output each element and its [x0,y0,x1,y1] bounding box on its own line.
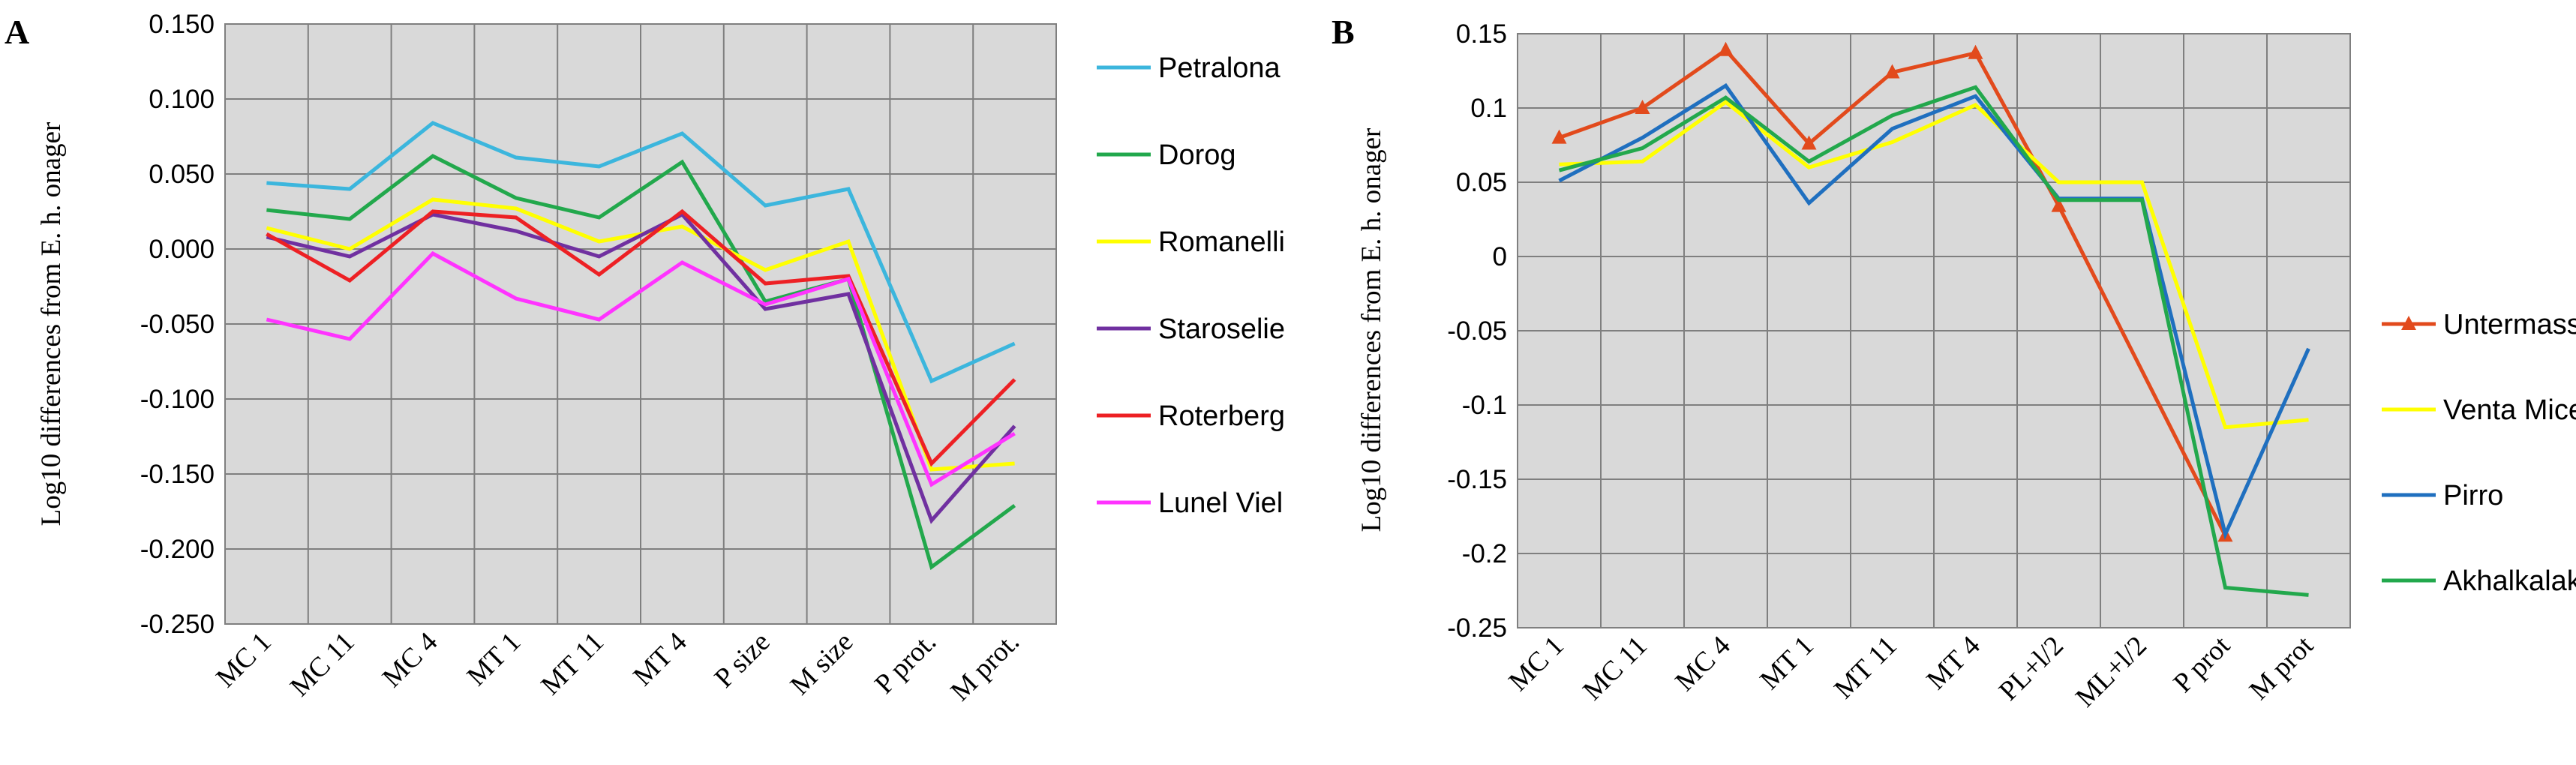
panel-a-x-tick-label: MC 11 [284,626,360,702]
panel-b-y-tick-label: 0.05 [1456,168,1507,197]
panel-b-legend-label-venta-micena: Venta Micena [2443,394,2576,426]
panel-a-x-tick-label: MT 11 [535,626,610,701]
panel-b-legend-label-akhalkalaki: Akhalkalaki [2443,566,2576,597]
panel-a-legend-label-staroselie: Staroselie [1158,314,1285,345]
panel-b-y-axis-title: Log10 differences from E. h. onager [1356,128,1387,532]
panel-a-series [266,121,1016,571]
panel-a-x-tick-label: MC 1 [210,626,277,693]
panel-b-marker-untermassfeld [2051,197,2067,212]
panel-a-x-tick-label: M prot. [944,626,1025,706]
panel-b-series [1551,41,2310,597]
panel-b-marker-untermassfeld [1635,100,1650,114]
panel-b-x-tick-label: MT 4 [1920,630,1986,695]
panel-a-y-tick-label: -0.150 [140,460,215,489]
panel-b-marker-untermassfeld [1718,41,1734,56]
panel-a-legend-label-lunel-viel: Lunel Viel [1158,488,1283,519]
panel-b-legend-marker-untermassfeld [2401,316,2416,330]
panel-a-series-line-roterberg [266,208,1016,467]
panel-a-legend-label-roterberg: Roterberg [1158,400,1285,432]
panel-b-y-tick-label: 0.1 [1470,94,1507,123]
panel-b-y-tick-label: -0.25 [1447,614,1507,643]
panel-b-y-ticks: 0.15 0.1 0.05 0 -0.05 -0.1 -0.15 -0.2 -0.25 [1447,20,1507,643]
panel-a-series-line-dorog [266,154,1016,571]
panel-a-legend-label-romanelli: Romanelli [1158,226,1285,258]
panel-b-marker-untermassfeld [1801,135,1817,150]
panel-b-x-tick-label: MT 11 [1828,630,1903,705]
panel-b-x-tick-label: ML+l/2 [2070,630,2153,713]
panel-a-y-ticks: 0.150 0.100 0.050 0.000 -0.050 -0.100 -0.150 -0… [140,10,215,639]
panel-b-x-tick-label: MC 4 [1670,630,1737,697]
panel-a-plot-frame [224,23,1057,625]
panel-b-marker-untermassfeld [1551,129,1567,144]
panel-a-y-tick-label: 0.000 [149,235,215,264]
panel-b-x-tick-label: MT 1 [1754,630,1819,695]
panel-a-series-line-lunel-viel [266,250,1016,488]
panel-b-legend-label-pirro: Pirro [2443,480,2503,512]
panel-a-y-tick-label: 0.100 [149,85,215,114]
panel-a-x-tick-label: P size [709,626,776,694]
panel-b-chart: B 0.15 0.1 0.05 0 -0.05 -0.1 -0.15 -0.2 -0.25 MC… [1332,13,2576,713]
panel-b-x-tick-label: PL+l/2 [1993,630,2070,706]
panel-a-y-tick-label: -0.200 [140,535,215,564]
panel-b-legend: Untermassfeld Venta Micena Pirro Akhalkalak… [2382,309,2576,597]
panel-b-x-tick-label: MC 1 [1503,630,1570,697]
panel-a-legend-label-petralona: Petralona [1158,52,1281,84]
panel-a-x-tick-label: MT 1 [461,626,527,692]
panel-b-y-tick-label: -0.05 [1447,316,1507,346]
panel-a-letter: A [5,13,29,51]
panel-b-series-line-pirro [1558,82,2310,540]
panel-b-y-tick-label: 0 [1493,242,1507,272]
panel-b-plot-frame [1517,33,2351,628]
panel-b-marker-untermassfeld [1884,64,1900,79]
panel-b-y-tick-label: -0.15 [1447,465,1507,494]
panel-a-series-line-staroselie [266,212,1016,524]
panel-a-legend: Petralona Dorog Romanelli Staroselie Roterbe… [1097,52,1285,519]
panel-a-x-tick-label: MT 4 [627,626,692,692]
panel-b-x-tick-label: P prot [2168,630,2237,699]
panel-b-marker-untermassfeld [1968,44,1983,59]
panel-b-y-tick-label: 0.15 [1456,20,1507,49]
panel-b-y-tick-label: -0.1 [1462,391,1507,420]
panel-a-y-tick-label: -0.100 [140,385,215,414]
panel-a-series-line-petralona [266,121,1016,384]
panel-a-x-tick-label: P prot. [869,626,942,700]
panel-b-letter: B [1332,13,1355,51]
panel-b-x-ticks: MC 1 MC 11 MC 4 MT 1 MT 11 MT 4 PL+l/2 ML+l/2 P … [1503,630,2320,713]
panel-a-y-axis-title: Log10 differences from E. h. onager [36,122,67,526]
panel-a-y-tick-label: -0.050 [140,310,215,339]
panel-a-y-tick-label: -0.250 [140,610,215,639]
panel-a-x-tick-label: M size [785,626,859,700]
panel-b-y-tick-label: -0.2 [1462,539,1507,568]
panel-a-legend-label-dorog: Dorog [1158,140,1236,171]
panel-b-series-line-akhalkalaki [1558,85,2309,597]
panel-b-series-line-venta-micena [1559,99,2309,430]
panel-a-chart: A 0.150 0.100 0.050 0.000 -0.050 -0.100 -0.150… [5,10,1285,707]
panel-b-legend-label-untermassfeld: Untermassfeld [2443,309,2576,340]
panel-a-y-tick-label: 0.150 [149,10,215,39]
panel-b-x-tick-label: M prot [2244,630,2319,706]
panel-b-x-tick-label: MC 11 [1577,630,1653,706]
panel-a-x-tick-label: MC 4 [377,626,443,693]
panel-a-x-ticks: MC 1 MC 11 MC 4 MT 1 MT 11 MT 4 P size M size P … [210,626,1025,706]
panel-a-y-tick-label: 0.050 [149,160,215,189]
